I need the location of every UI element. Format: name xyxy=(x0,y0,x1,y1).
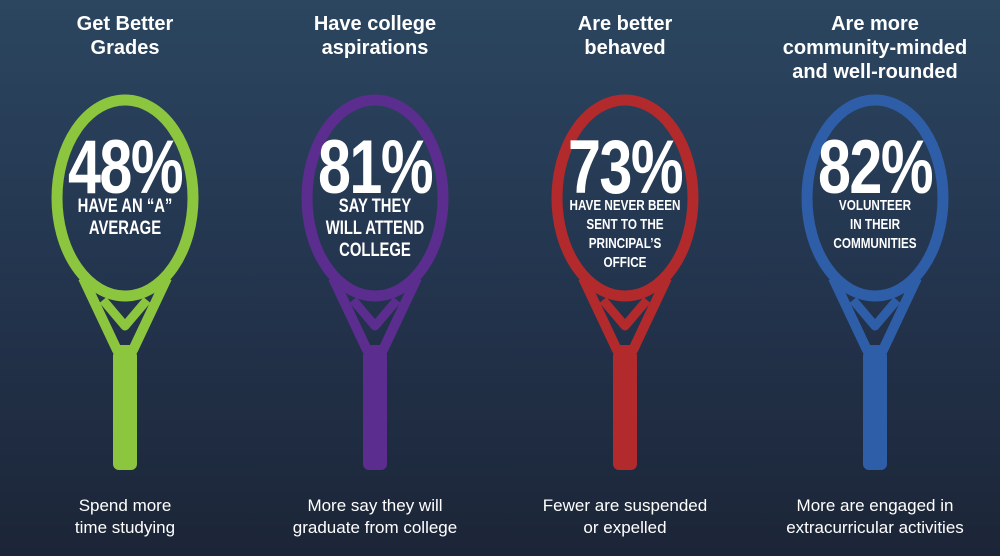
column-caption: Spend more time studying xyxy=(74,496,176,537)
stat-percent: 81% xyxy=(318,125,434,210)
stat-column-grades: Get Better Grades 48% HAVE AN “A” AVERAG… xyxy=(0,0,250,556)
tennis-racket-icon xyxy=(51,94,199,470)
stat-column-college: Have college aspirations 81% SAY THEY WI… xyxy=(250,0,500,556)
tennis-racket-icon xyxy=(801,94,949,470)
column-caption: More are engaged in extracurricular acti… xyxy=(786,496,964,537)
stat-description: HAVE NEVER BEEN SENT TO THE PRINCIPAL’S … xyxy=(569,197,681,271)
stat-percent: 73% xyxy=(568,125,684,210)
stat-description: SAY THEY WILL ATTEND COLLEGE xyxy=(325,196,425,261)
column-caption: Fewer are suspended or expelled xyxy=(542,496,708,537)
stat-description: VOLUNTEER IN THEIR COMMUNITIES xyxy=(833,197,917,252)
stat-percent: 82% xyxy=(818,125,934,210)
tennis-racket-icon xyxy=(301,94,449,470)
stat-percent: 48% xyxy=(68,125,184,210)
stat-description: HAVE AN “A” AVERAGE xyxy=(77,196,173,239)
column-heading: Are better behaved xyxy=(577,13,673,59)
column-heading: Are more community-minded and well-round… xyxy=(782,13,968,83)
column-heading: Get Better Grades xyxy=(76,13,174,59)
column-heading: Have college aspirations xyxy=(313,13,437,59)
column-caption: More say they will graduate from college xyxy=(292,496,458,537)
tennis-racket-icon xyxy=(551,94,699,470)
stat-column-community: Are more community-minded and well-round… xyxy=(750,0,1000,556)
stat-column-behavior: Are better behaved 73% HAVE NEVER BEEN S… xyxy=(500,0,750,556)
